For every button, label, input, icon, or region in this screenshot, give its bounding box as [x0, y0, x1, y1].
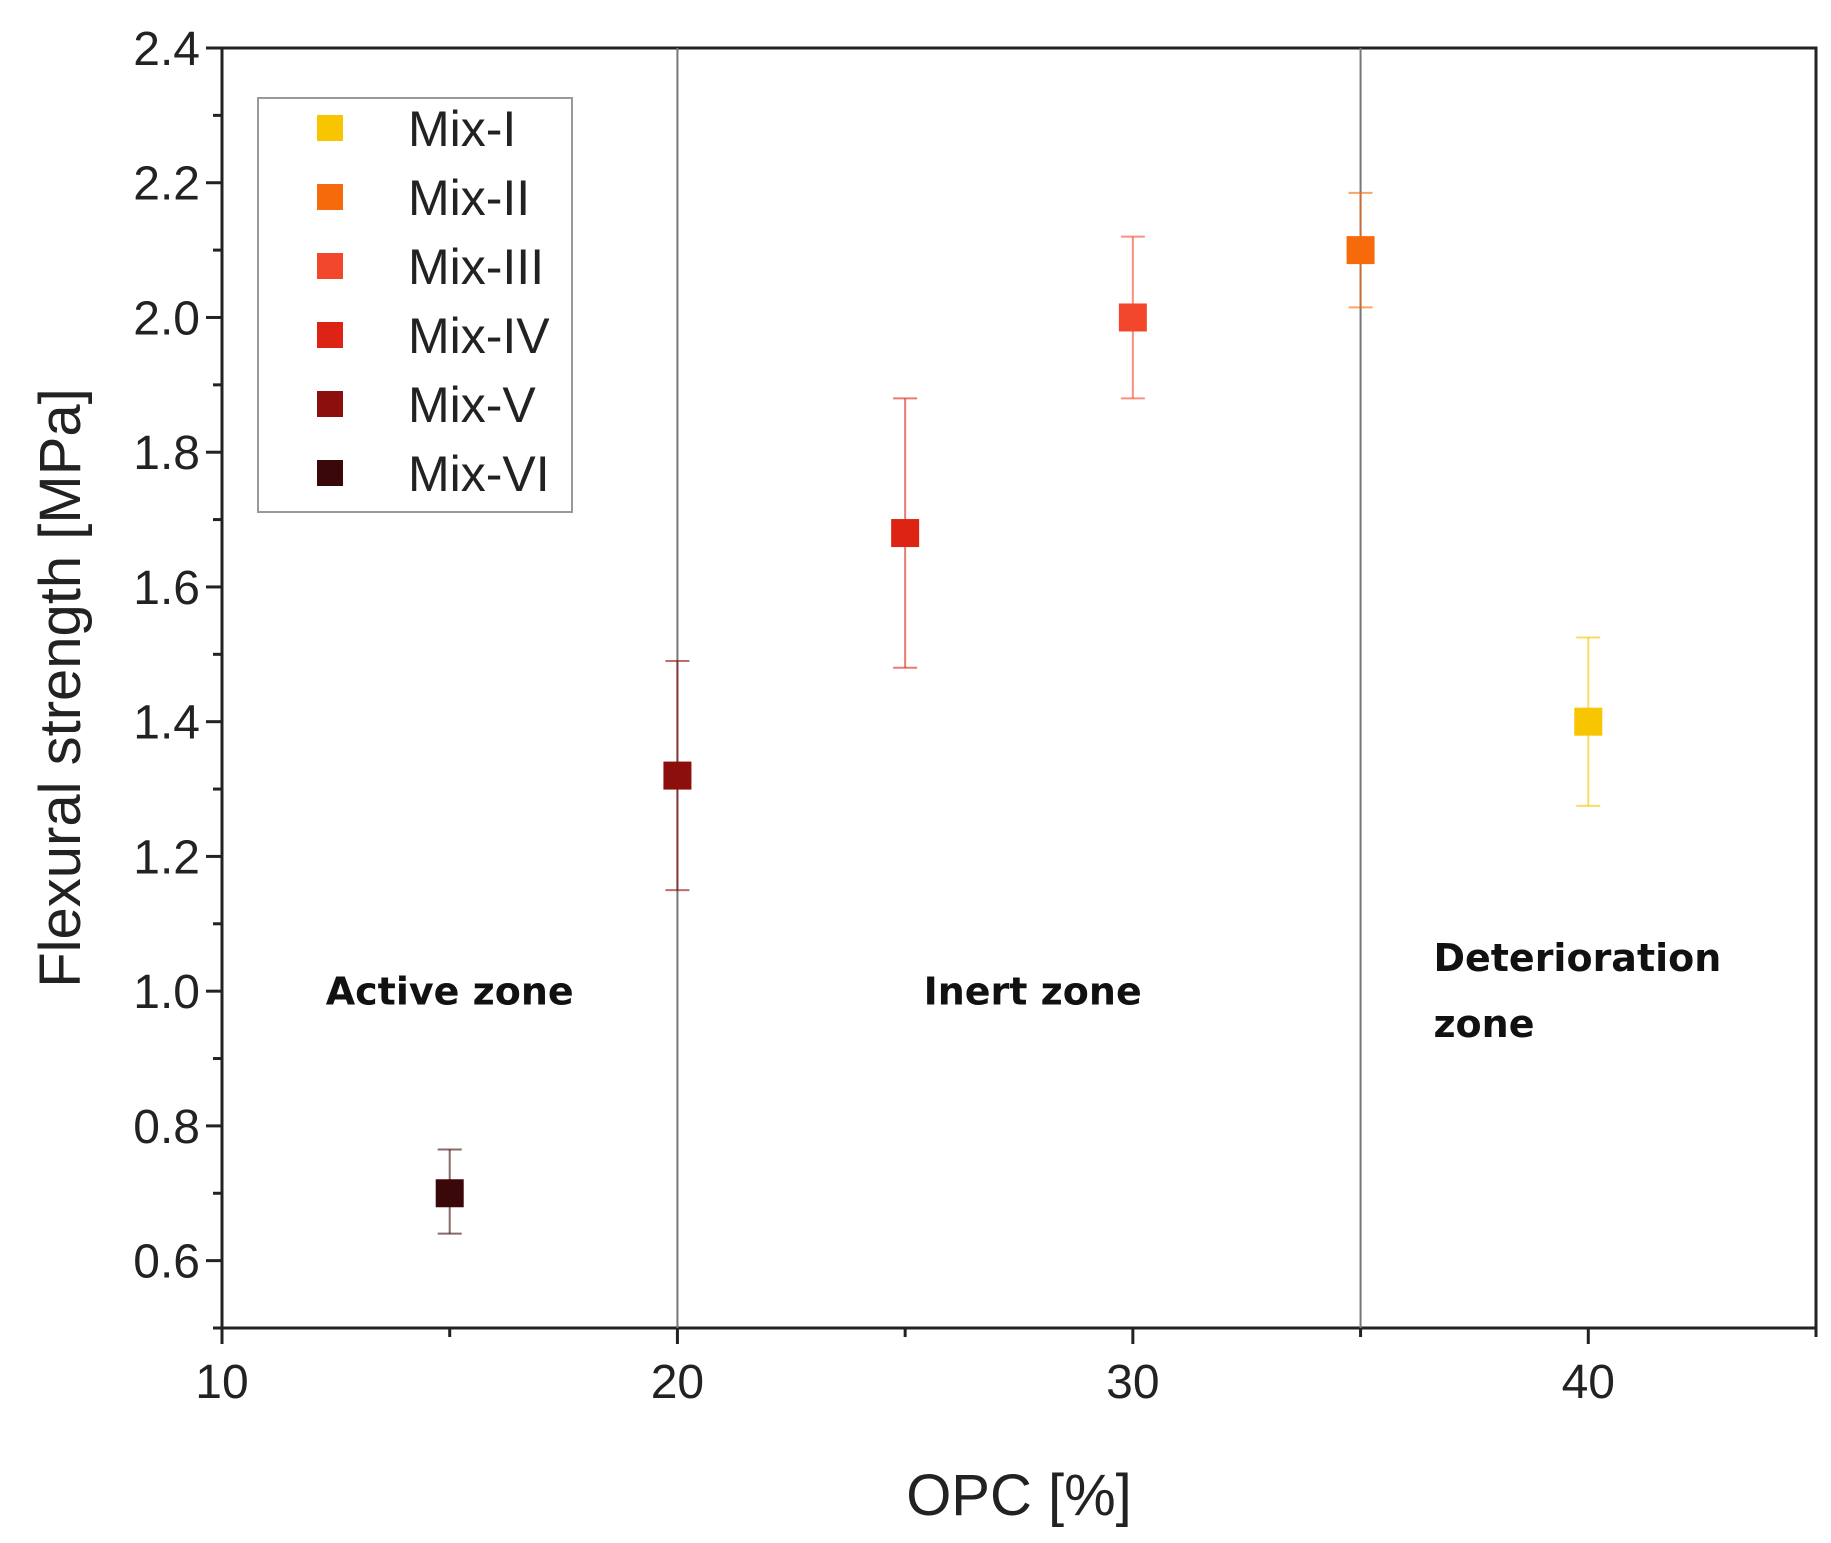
- zone-labels: Active zone Inert zone Deterioration zone: [326, 936, 1722, 1046]
- zone-label: Active zone: [326, 970, 574, 1014]
- data-marker: [1574, 707, 1603, 736]
- zone-label-line: Deterioration: [1433, 936, 1721, 980]
- zone-label: Deterioration zone: [1433, 936, 1721, 1046]
- legend-marker: [317, 253, 343, 279]
- y-tick-label: 2.4: [133, 23, 200, 76]
- legend-marker: [317, 460, 343, 486]
- x-axis: 10 20 30 40: [195, 1328, 1818, 1409]
- legend-label: Mix-IV: [408, 308, 550, 364]
- legend-marker: [317, 184, 343, 210]
- x-axis-title: OPC [%]: [906, 1463, 1132, 1528]
- data-point-mix-i: [1574, 636, 1603, 807]
- y-tick-label: 1.8: [133, 427, 200, 480]
- x-tick-label: 20: [651, 1356, 704, 1409]
- legend-marker: [317, 322, 343, 348]
- x-tick-label: 40: [1562, 1356, 1615, 1409]
- legend-label: Mix-V: [408, 377, 536, 433]
- legend-label: Mix-I: [408, 101, 516, 157]
- data-points: [435, 191, 1603, 1235]
- zone-label-line: Inert zone: [924, 970, 1142, 1014]
- data-marker: [1118, 303, 1147, 332]
- y-tick-label: 2.0: [133, 292, 200, 345]
- y-axis-title: Flexural strength [MPa]: [28, 388, 93, 988]
- x-tick-label: 30: [1106, 1356, 1159, 1409]
- data-marker: [663, 761, 692, 790]
- data-point-mix-iii: [1118, 235, 1147, 400]
- legend: Mix-I Mix-II Mix-III Mix-IV Mix-V Mix-VI: [257, 97, 573, 513]
- y-tick-label: 2.2: [133, 158, 200, 211]
- y-tick-label: 0.6: [133, 1236, 200, 1289]
- y-tick-label: 1.4: [133, 697, 200, 750]
- legend-marker: [317, 115, 343, 141]
- y-tick-label: 0.8: [133, 1101, 200, 1154]
- x-tick-label: 10: [195, 1356, 248, 1409]
- legend-label: Mix-VI: [408, 446, 550, 502]
- data-point-mix-v: [663, 660, 692, 892]
- y-tick-label: 1.6: [133, 562, 200, 615]
- legend-box: [257, 97, 573, 513]
- data-marker: [435, 1179, 464, 1208]
- zone-label-line: zone: [1433, 1002, 1534, 1046]
- data-marker: [891, 519, 920, 548]
- data-point-mix-vi: [435, 1148, 464, 1235]
- legend-label: Mix-III: [408, 239, 544, 295]
- zone-label-line: Active zone: [326, 970, 574, 1014]
- y-tick-label: 1.2: [133, 831, 200, 884]
- zone-label: Inert zone: [924, 970, 1142, 1014]
- data-point-mix-iv: [891, 397, 920, 669]
- data-point-mix-ii: [1346, 191, 1375, 309]
- y-axis: 0.6 0.8 1.0 1.2 1.4 1.6 1.8 2.0 2.2 2.4: [133, 23, 222, 1330]
- y-tick-label: 1.0: [133, 966, 200, 1019]
- legend-marker: [317, 391, 343, 417]
- data-marker: [1346, 236, 1375, 265]
- legend-label: Mix-II: [408, 170, 530, 226]
